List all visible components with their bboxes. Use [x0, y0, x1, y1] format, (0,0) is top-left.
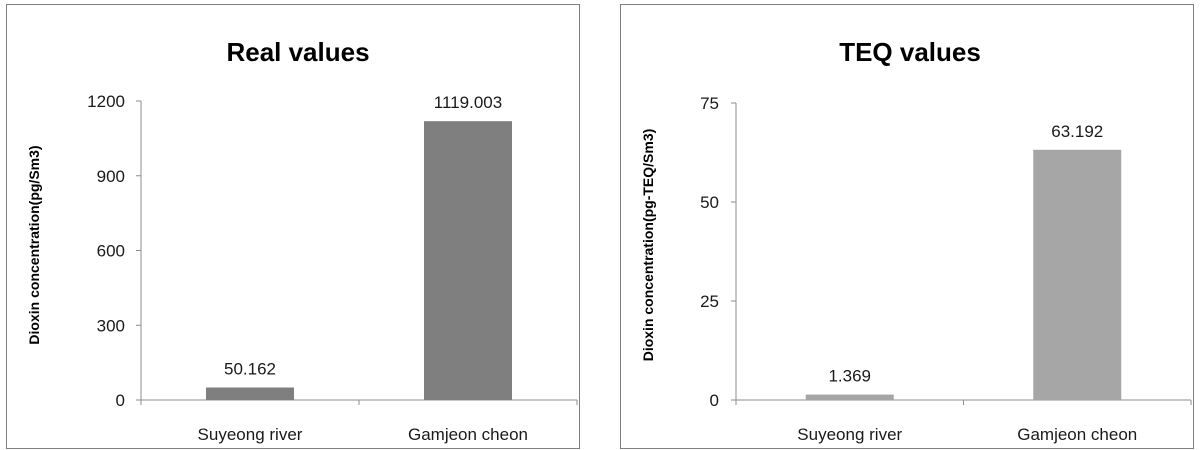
bar: [805, 394, 894, 400]
x-category-label: Suyeong river: [198, 425, 303, 444]
y-tick-label: 25: [700, 292, 719, 311]
data-label: 1119.003: [434, 93, 502, 112]
x-category-label: Gamjeon cheon: [1017, 425, 1137, 444]
data-label: 50.162: [224, 360, 276, 379]
y-tick-label: 0: [710, 391, 719, 410]
y-tick-label: 75: [700, 94, 719, 113]
y-axis-title: Dioxin concentration(pg/Sm3): [26, 145, 42, 344]
x-category-label: Suyeong river: [797, 425, 902, 444]
data-label: 63.192: [1051, 122, 1103, 141]
bar: [424, 121, 512, 400]
y-axis-title: Dioxin concentration(pg-TEQ/Sm3): [640, 129, 656, 362]
chart-marks: 0 300 600 900 1200 50.162 Suyeong river 1119.00…: [87, 92, 578, 444]
y-tick-label: 0: [116, 391, 125, 410]
y-tick-label: 900: [97, 167, 125, 186]
chart-title: TEQ values: [839, 37, 981, 67]
bar: [1033, 149, 1122, 400]
chart-teq-values: TEQ values Dioxin concentration(pg-TEQ/S…: [640, 37, 1192, 444]
y-tick-label: 1200: [87, 92, 125, 111]
chart-marks: 0 25 50 75 1.369 Suyeong river 63.192 Gamjeon c…: [700, 94, 1192, 444]
chart-panel-teq-values: TEQ values Dioxin concentration(pg-TEQ/S…: [620, 4, 1194, 449]
y-tick-label: 600: [97, 242, 125, 261]
chart-real-values: Real values Dioxin concentration(pg/Sm3)…: [26, 37, 578, 444]
data-label: 1.369: [828, 367, 871, 386]
chart-title: Real values: [226, 37, 369, 67]
y-tick-label: 300: [97, 316, 125, 335]
chart-panel-real-values: Real values Dioxin concentration(pg/Sm3)…: [6, 4, 580, 449]
x-category-label: Gamjeon cheon: [408, 425, 528, 444]
y-tick-label: 50: [700, 193, 719, 212]
bar: [206, 387, 294, 400]
